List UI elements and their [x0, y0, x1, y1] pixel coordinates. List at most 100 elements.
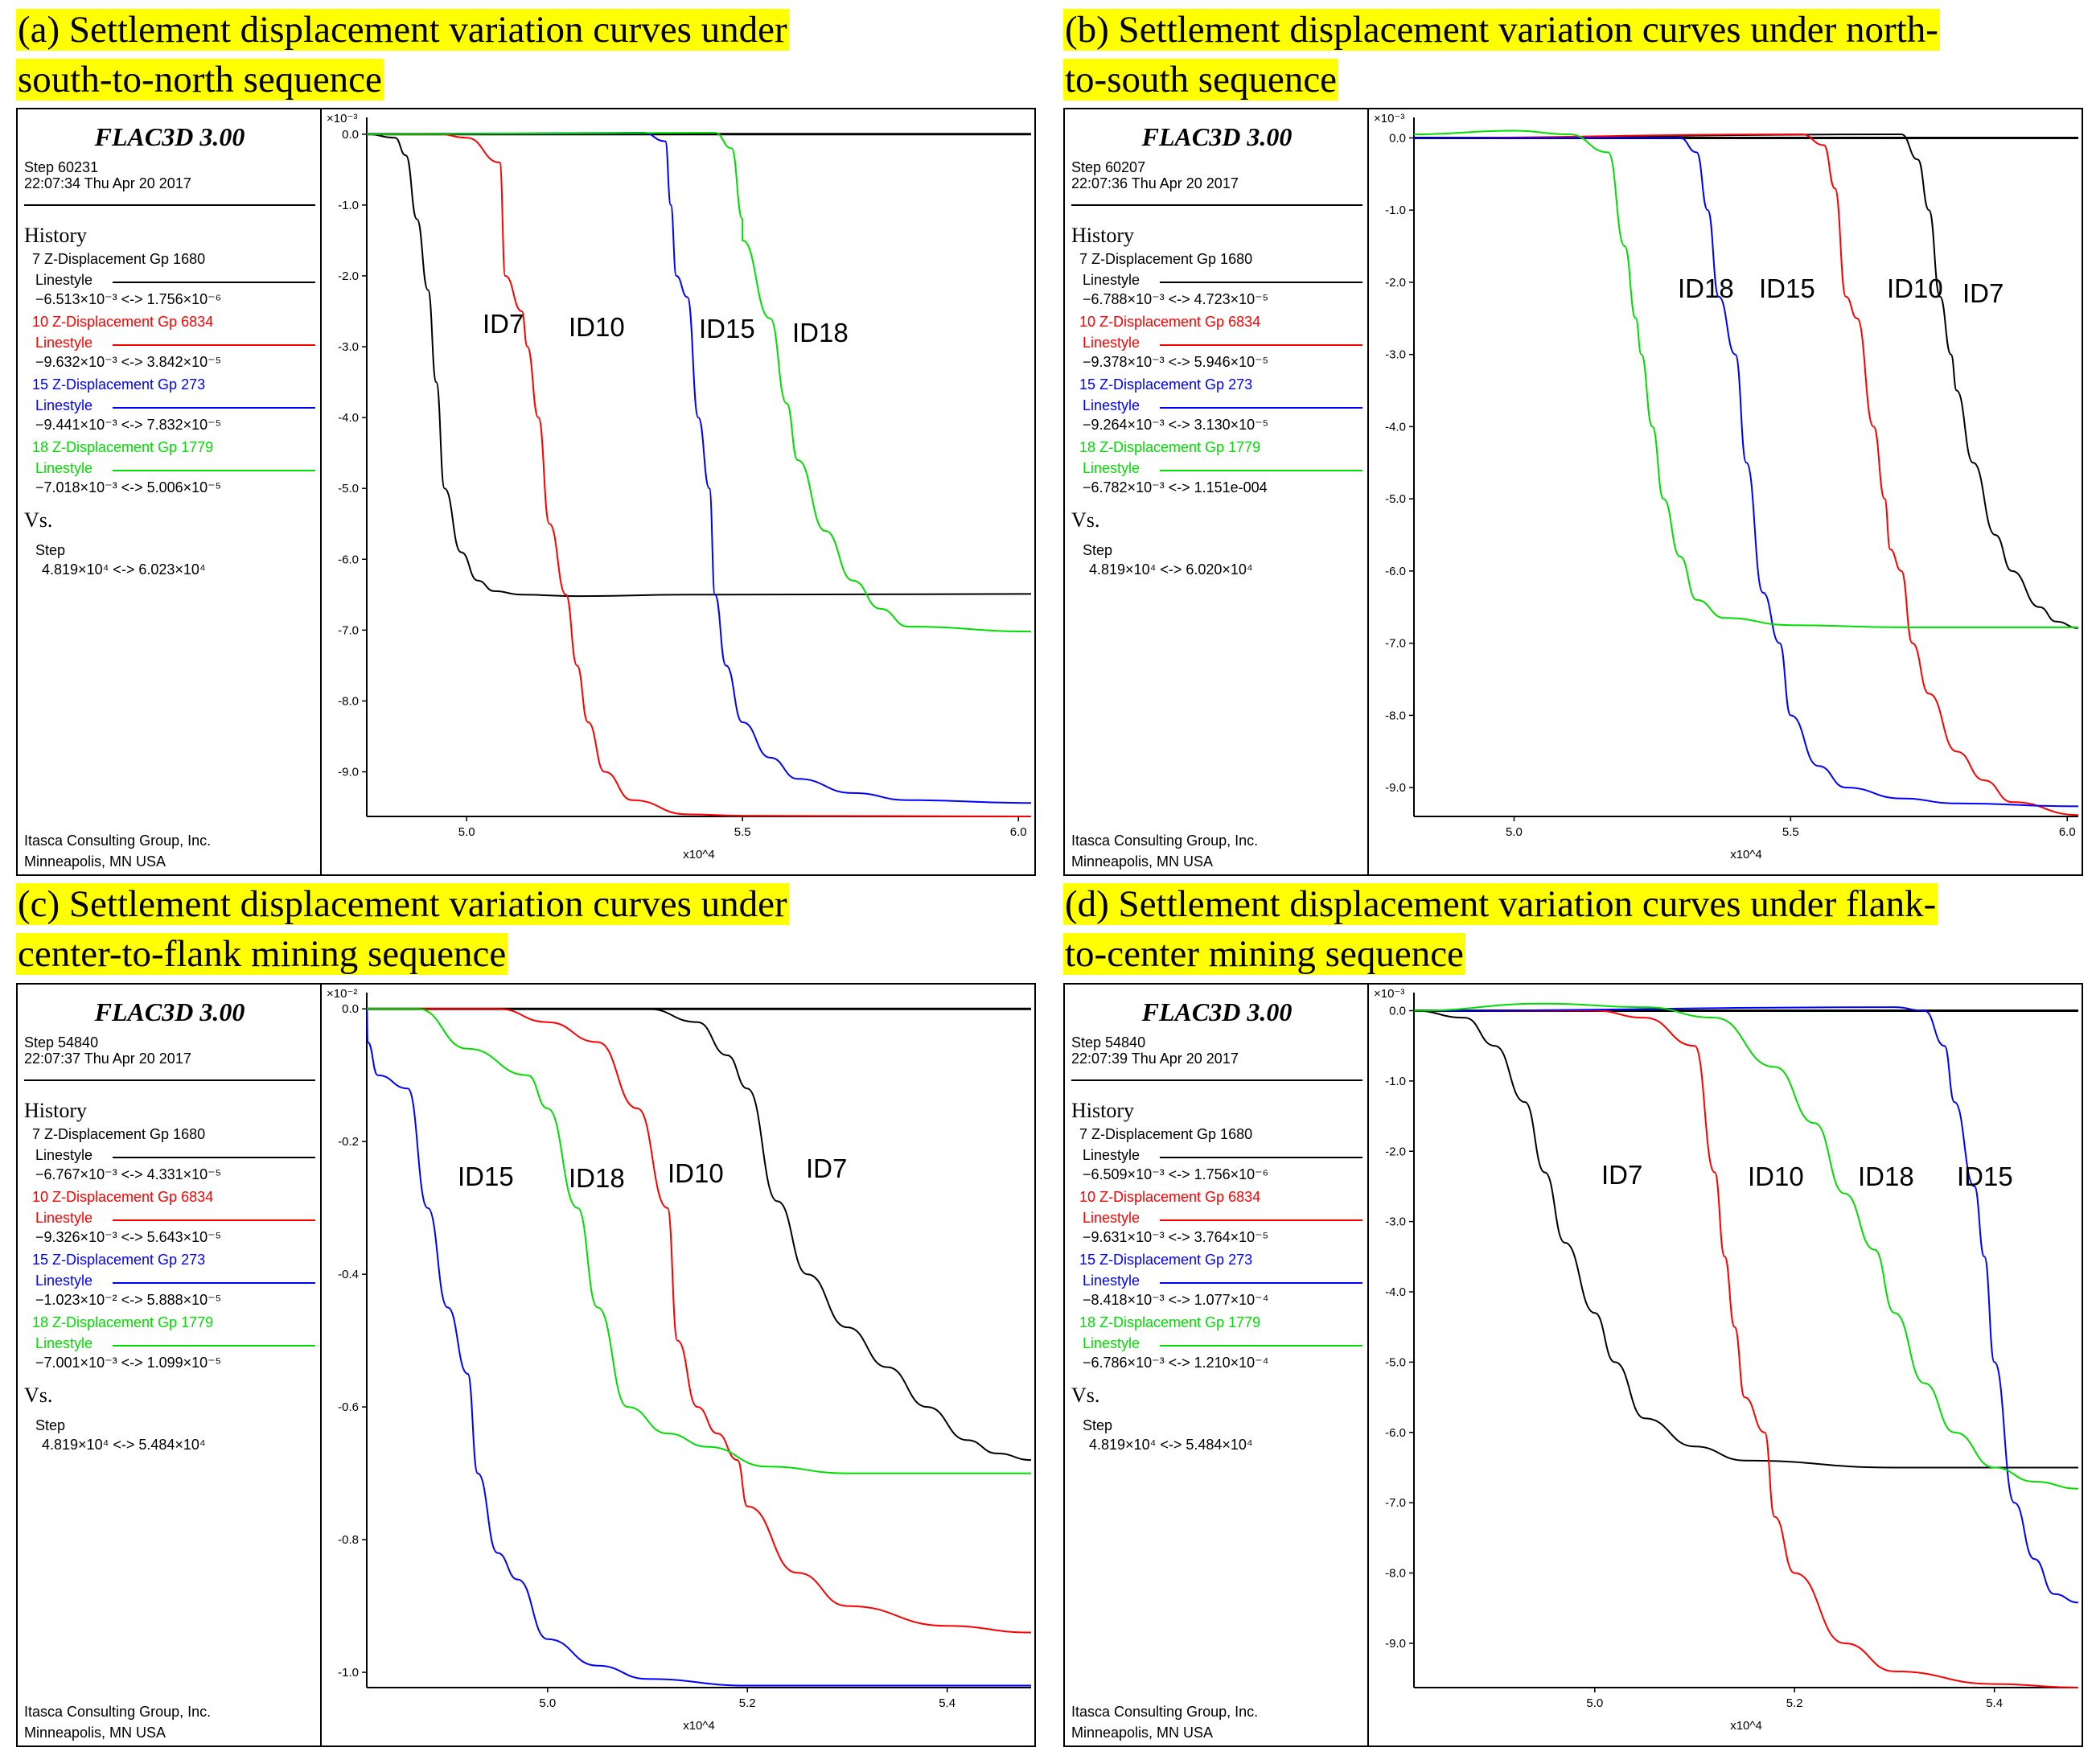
linestyle-sample — [113, 344, 315, 346]
y-tick-label: -0.2 — [338, 1135, 359, 1149]
x-tick-label: 6.0 — [1010, 825, 1027, 839]
location-label: Minneapolis, MN USA — [1071, 1725, 1214, 1741]
linestyle-label: Linestyle — [1083, 1210, 1140, 1226]
caption-d: (d) Settlement displacement variation cu… — [1063, 879, 1938, 979]
history-range: −6.788×10⁻³ <-> 4.723×10⁻⁵ — [1083, 291, 1269, 307]
y-tick-label: 0.0 — [1389, 131, 1406, 145]
y-tick-label: -1.0 — [338, 199, 359, 212]
chart-panel-c: FLAC3D 3.00 Step 54840 22:07:37 Thu Apr 20… — [16, 983, 1036, 1747]
curve-label-id18: ID18 — [569, 1163, 625, 1193]
linestyle-label: Linestyle — [1083, 1147, 1140, 1163]
y-tick-label: -8.0 — [1385, 1567, 1406, 1581]
history-label: History — [1071, 224, 1134, 247]
y-tick-label: -3.0 — [1385, 1215, 1406, 1229]
location-label: Minneapolis, MN USA — [24, 1725, 166, 1741]
timestamp: 22:07:34 Thu Apr 20 2017 — [24, 175, 191, 191]
history-range: −6.509×10⁻³ <-> 1.756×10⁻⁶ — [1083, 1166, 1269, 1182]
caption-line1: (d) Settlement displacement variation cu… — [1063, 883, 1938, 925]
y-tick-label: -5.0 — [338, 482, 359, 495]
history-range: −9.632×10⁻³ <-> 3.842×10⁻⁵ — [35, 354, 222, 370]
timestamp: 22:07:39 Thu Apr 20 2017 — [1071, 1051, 1239, 1067]
x-multiplier: x10^4 — [683, 848, 715, 861]
plot-area: ×10⁻³ 0.0 -1.0 -2.0 -3.0 -4.0 -5.0 -6.0 -7.0 -8.0… — [327, 112, 1032, 861]
y-tick-label: -5.0 — [1385, 1355, 1406, 1369]
history-name: 10 Z-Displacement Gp 6834 — [32, 1189, 214, 1205]
y-tick-label: -4.0 — [1385, 1285, 1406, 1299]
x-multiplier: x10^4 — [1730, 1719, 1762, 1733]
linestyle-sample — [113, 282, 315, 283]
x-tick-label: 5.0 — [1586, 1696, 1603, 1710]
series-id18 — [1413, 130, 2079, 628]
linestyle-label: Linestyle — [1083, 272, 1140, 288]
history-name: 18 Z-Displacement Gp 1779 — [32, 1314, 214, 1330]
y-tick-label: -6.0 — [1385, 1426, 1406, 1440]
y-tick-label: -9.0 — [338, 766, 359, 779]
series-id7 — [367, 1008, 1032, 1462]
linestyle-label: Linestyle — [1083, 397, 1140, 413]
series-id7 — [1413, 133, 2079, 629]
y-tick-label: -0.6 — [338, 1400, 359, 1414]
linestyle-sample — [113, 1219, 315, 1221]
history-name: 7 Z-Displacement Gp 1680 — [32, 1126, 206, 1142]
y-tick-label: -9.0 — [1385, 781, 1406, 795]
history-range: −7.018×10⁻³ <-> 5.006×10⁻⁵ — [35, 479, 222, 495]
history-range: −6.513×10⁻³ <-> 1.756×10⁻⁶ — [35, 291, 222, 307]
x-tick-label: 5.2 — [739, 1696, 756, 1710]
info-column: FLAC3D 3.00 Step 60231 22:07:34 Thu Apr 20… — [18, 109, 322, 874]
x-tick-label: 5.2 — [1786, 1696, 1803, 1710]
divider — [1071, 204, 1362, 206]
history-name: 15 Z-Displacement Gp 273 — [32, 376, 206, 393]
y-tick-label: -0.4 — [338, 1268, 359, 1281]
company-label: Itasca Consulting Group, Inc. — [1071, 833, 1259, 849]
vs-label: Vs. — [1071, 1384, 1100, 1407]
series-id15 — [366, 131, 1032, 804]
info-column: FLAC3D 3.00 Step 54840 22:07:39 Thu Apr 20… — [1065, 985, 1369, 1745]
history-name: 18 Z-Displacement Gp 1779 — [1079, 439, 1261, 455]
chart-panel-d: FLAC3D 3.00 Step 54840 22:07:39 Thu Apr 20… — [1063, 983, 2083, 1747]
linestyle-sample — [113, 1345, 315, 1347]
history-name: 18 Z-Displacement Gp 1779 — [1079, 1314, 1261, 1330]
step-label: Step 54840 — [24, 1034, 99, 1051]
series-id7 — [1413, 1009, 2078, 1469]
history-range: −6.782×10⁻³ <-> 1.151e-004 — [1083, 479, 1268, 495]
y-tick-label: -1.0 — [338, 1666, 359, 1680]
timestamp: 22:07:36 Thu Apr 20 2017 — [1071, 175, 1239, 191]
company-label: Itasca Consulting Group, Inc. — [24, 833, 212, 849]
history-name: 7 Z-Displacement Gp 1680 — [1079, 251, 1253, 267]
y-tick-label: -3.0 — [338, 340, 359, 354]
flac-title: FLAC3D 3.00 — [1141, 997, 1293, 1026]
y-tick-label: -1.0 — [1385, 204, 1406, 217]
y-tick-label: -6.0 — [338, 553, 359, 566]
info-column: FLAC3D 3.00 Step 54840 22:07:37 Thu Apr 20… — [18, 985, 322, 1745]
flac-title: FLAC3D 3.00 — [94, 997, 245, 1026]
x-tick-label: 5.4 — [939, 1696, 956, 1710]
curve-label-id10: ID10 — [668, 1158, 724, 1188]
y-tick-label: 0.0 — [342, 128, 359, 142]
curve-label-id7: ID7 — [1962, 278, 2004, 308]
y-tick-label: 0.0 — [342, 1002, 359, 1016]
linestyle-sample — [1160, 1345, 1362, 1347]
history-name: 10 Z-Displacement Gp 6834 — [32, 314, 214, 330]
vs-variable: Step — [1083, 1417, 1113, 1433]
plot-area: ×10⁻²0.0 -0.2 -0.4 -0.6 -0.8 -1.0 5.0 5.2 5.4 x10… — [327, 987, 1032, 1733]
curve-label-id10: ID10 — [1748, 1162, 1804, 1191]
history-range: −9.264×10⁻³ <-> 3.130×10⁻⁵ — [1083, 417, 1269, 433]
y-tick-label: -7.0 — [1385, 1496, 1406, 1510]
y-tick-label: -7.0 — [338, 623, 359, 637]
x-tick-label: 5.0 — [1506, 825, 1523, 839]
history-range: −9.631×10⁻³ <-> 3.764×10⁻⁵ — [1083, 1229, 1269, 1245]
history-range: −9.441×10⁻³ <-> 7.832×10⁻⁵ — [35, 417, 222, 433]
curve-label-id10: ID10 — [569, 312, 625, 342]
location-label: Minneapolis, MN USA — [24, 853, 166, 870]
curve-label-id7: ID7 — [806, 1153, 847, 1183]
y-tick-label: -2.0 — [1385, 276, 1406, 290]
y-tick-label: -9.0 — [1385, 1637, 1406, 1651]
linestyle-label: Linestyle — [35, 1210, 93, 1226]
curve-label-id15: ID15 — [1759, 273, 1815, 303]
series-id10 — [1413, 133, 2079, 816]
y-tick-label: -6.0 — [1385, 565, 1406, 578]
history-name: 7 Z-Displacement Gp 1680 — [32, 251, 206, 267]
curve-label-id15: ID15 — [1957, 1162, 2013, 1191]
linestyle-sample — [1160, 1219, 1362, 1221]
step-label: Step 60207 — [1071, 159, 1146, 175]
